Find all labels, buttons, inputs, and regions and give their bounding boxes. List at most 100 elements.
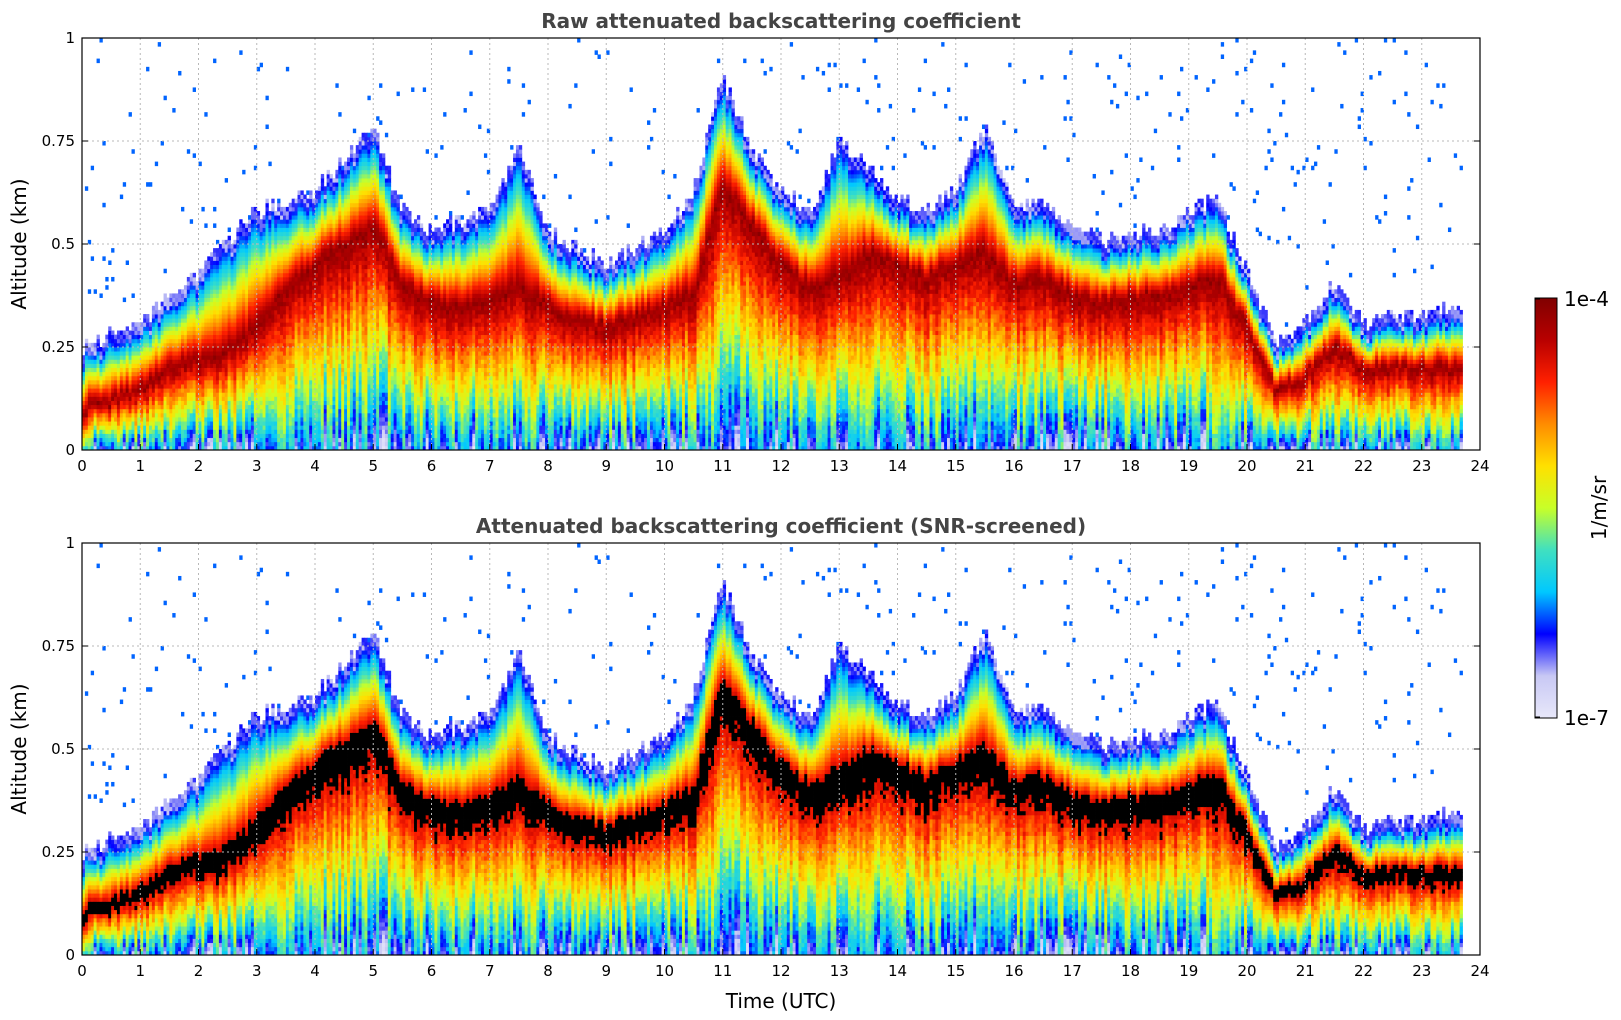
raw-heatmap-cell bbox=[198, 417, 202, 422]
raw-heatmap-cell bbox=[172, 371, 176, 377]
raw-heatmap-cell bbox=[323, 227, 328, 233]
raw-heatmap-cell bbox=[338, 408, 342, 414]
raw-heatmap-cell bbox=[218, 264, 223, 270]
raw-heatmap-cell bbox=[224, 375, 229, 381]
raw-heatmap-cell bbox=[265, 293, 269, 298]
raw-heatmap-cell bbox=[183, 301, 188, 307]
raw-heatmap-cell bbox=[277, 404, 281, 410]
raw-heatmap-cell bbox=[204, 355, 208, 360]
raw-heatmap-cell bbox=[335, 198, 339, 204]
raw-heatmap-cell bbox=[265, 219, 269, 224]
raw-heatmap-cell bbox=[294, 330, 298, 336]
raw-heatmap-cell bbox=[233, 330, 237, 336]
raw-heatmap-cell bbox=[242, 396, 246, 401]
raw-heatmap-cell bbox=[259, 392, 263, 397]
raw-heatmap-cell bbox=[122, 384, 127, 389]
raw-heatmap-cell bbox=[236, 359, 240, 364]
raw-heatmap-cell bbox=[335, 437, 339, 443]
raw-heatmap-cell bbox=[230, 318, 234, 323]
raw-heatmap-cell bbox=[317, 219, 322, 224]
raw-heatmap-cell bbox=[186, 412, 191, 418]
raw-heatmap-cell bbox=[245, 244, 249, 249]
raw-heatmap-cell bbox=[204, 384, 208, 389]
raw-heatmap-cell bbox=[87, 429, 92, 434]
raw-heatmap-cell bbox=[370, 235, 374, 241]
raw-heatmap-cell bbox=[349, 145, 354, 150]
raw-heatmap-cell bbox=[358, 285, 362, 290]
raw-heatmap-cell bbox=[166, 334, 170, 340]
raw-heatmap-cell bbox=[285, 338, 290, 344]
raw-heatmap-cell bbox=[277, 285, 281, 290]
raw-heatmap-cell bbox=[172, 441, 176, 447]
raw-heatmap-cell bbox=[151, 445, 156, 450]
raw-heatmap-cell bbox=[332, 379, 336, 385]
raw-heatmap-cell bbox=[189, 417, 194, 422]
raw-heatmap-cell bbox=[367, 301, 371, 307]
raw-heatmap-cell bbox=[151, 404, 156, 410]
raw-heatmap-cell bbox=[361, 272, 365, 278]
raw-heatmap-cell bbox=[102, 441, 106, 447]
raw-heatmap-cell bbox=[274, 375, 278, 381]
raw-heatmap-cell bbox=[312, 211, 316, 216]
raw-heatmap-cell bbox=[306, 421, 310, 426]
raw-heatmap-cell bbox=[242, 268, 246, 274]
raw-heatmap-cell bbox=[245, 223, 249, 228]
raw-heatmap-cell bbox=[300, 408, 304, 414]
raw-heatmap-cell bbox=[181, 363, 185, 368]
raw-heatmap-cell bbox=[207, 355, 211, 360]
raw-heatmap-cell bbox=[277, 276, 281, 282]
raw-heatmap-cell bbox=[364, 190, 368, 195]
raw-heatmap-cell bbox=[358, 219, 362, 224]
raw-heatmap-cell bbox=[291, 281, 296, 286]
raw-heatmap-cell bbox=[236, 314, 240, 319]
raw-heatmap-cell bbox=[329, 276, 333, 282]
raw-heatmap-cell bbox=[268, 367, 272, 373]
raw-heatmap-cell bbox=[148, 342, 153, 348]
raw-heatmap-cell bbox=[370, 293, 374, 298]
raw-heatmap-cell bbox=[367, 260, 371, 265]
raw-heatmap-cell bbox=[303, 318, 307, 323]
raw-heatmap-cell bbox=[280, 429, 284, 434]
raw-heatmap-cell bbox=[137, 392, 141, 397]
raw-heatmap-cell bbox=[186, 342, 191, 348]
raw-heatmap-cell bbox=[183, 417, 188, 422]
raw-heatmap-cell bbox=[326, 276, 330, 282]
raw-heatmap-cell bbox=[93, 384, 97, 389]
raw-heatmap-cell bbox=[151, 318, 156, 323]
raw-heatmap-cell bbox=[344, 309, 348, 315]
raw-heatmap-cell bbox=[367, 437, 371, 443]
raw-heatmap-cell bbox=[207, 421, 211, 426]
raw-heatmap-cell bbox=[111, 445, 115, 450]
raw-heatmap-cell bbox=[114, 441, 118, 447]
raw-heatmap-cell bbox=[347, 165, 351, 171]
raw-heatmap-cell bbox=[361, 396, 365, 401]
raw-heatmap-cell bbox=[317, 276, 322, 282]
raw-heatmap-cell bbox=[221, 441, 226, 447]
raw-heatmap-cell bbox=[306, 404, 310, 410]
raw-heatmap-cell bbox=[274, 256, 278, 261]
raw-heatmap-cell bbox=[215, 379, 220, 385]
raw-heatmap-cell bbox=[361, 132, 365, 138]
raw-heatmap-cell bbox=[317, 318, 322, 323]
raw-heatmap-cell bbox=[355, 194, 360, 200]
raw-heatmap-cell bbox=[239, 252, 243, 257]
raw-heatmap-cell bbox=[108, 421, 112, 426]
raw-heatmap-cell bbox=[224, 239, 229, 245]
raw-heatmap-cell bbox=[175, 408, 179, 414]
raw-heatmap-cell bbox=[344, 421, 348, 426]
raw-heatmap-cell bbox=[198, 433, 202, 439]
raw-heatmap-cell bbox=[186, 322, 191, 327]
raw-heatmap-cell bbox=[280, 285, 284, 290]
raw-heatmap-cell bbox=[131, 404, 135, 410]
raw-heatmap-cell bbox=[207, 425, 211, 430]
raw-heatmap-cell bbox=[280, 211, 284, 216]
raw-heatmap-cell bbox=[320, 445, 325, 450]
raw-heatmap-cell bbox=[285, 396, 290, 401]
raw-heatmap-cell bbox=[218, 433, 223, 439]
raw-heatmap-cell bbox=[227, 272, 231, 278]
raw-heatmap-cell bbox=[268, 161, 272, 167]
raw-heatmap-cell bbox=[93, 379, 97, 385]
raw-heatmap-cell bbox=[341, 186, 345, 191]
raw-heatmap-cell bbox=[306, 330, 310, 336]
raw-heatmap-cell bbox=[277, 363, 281, 368]
